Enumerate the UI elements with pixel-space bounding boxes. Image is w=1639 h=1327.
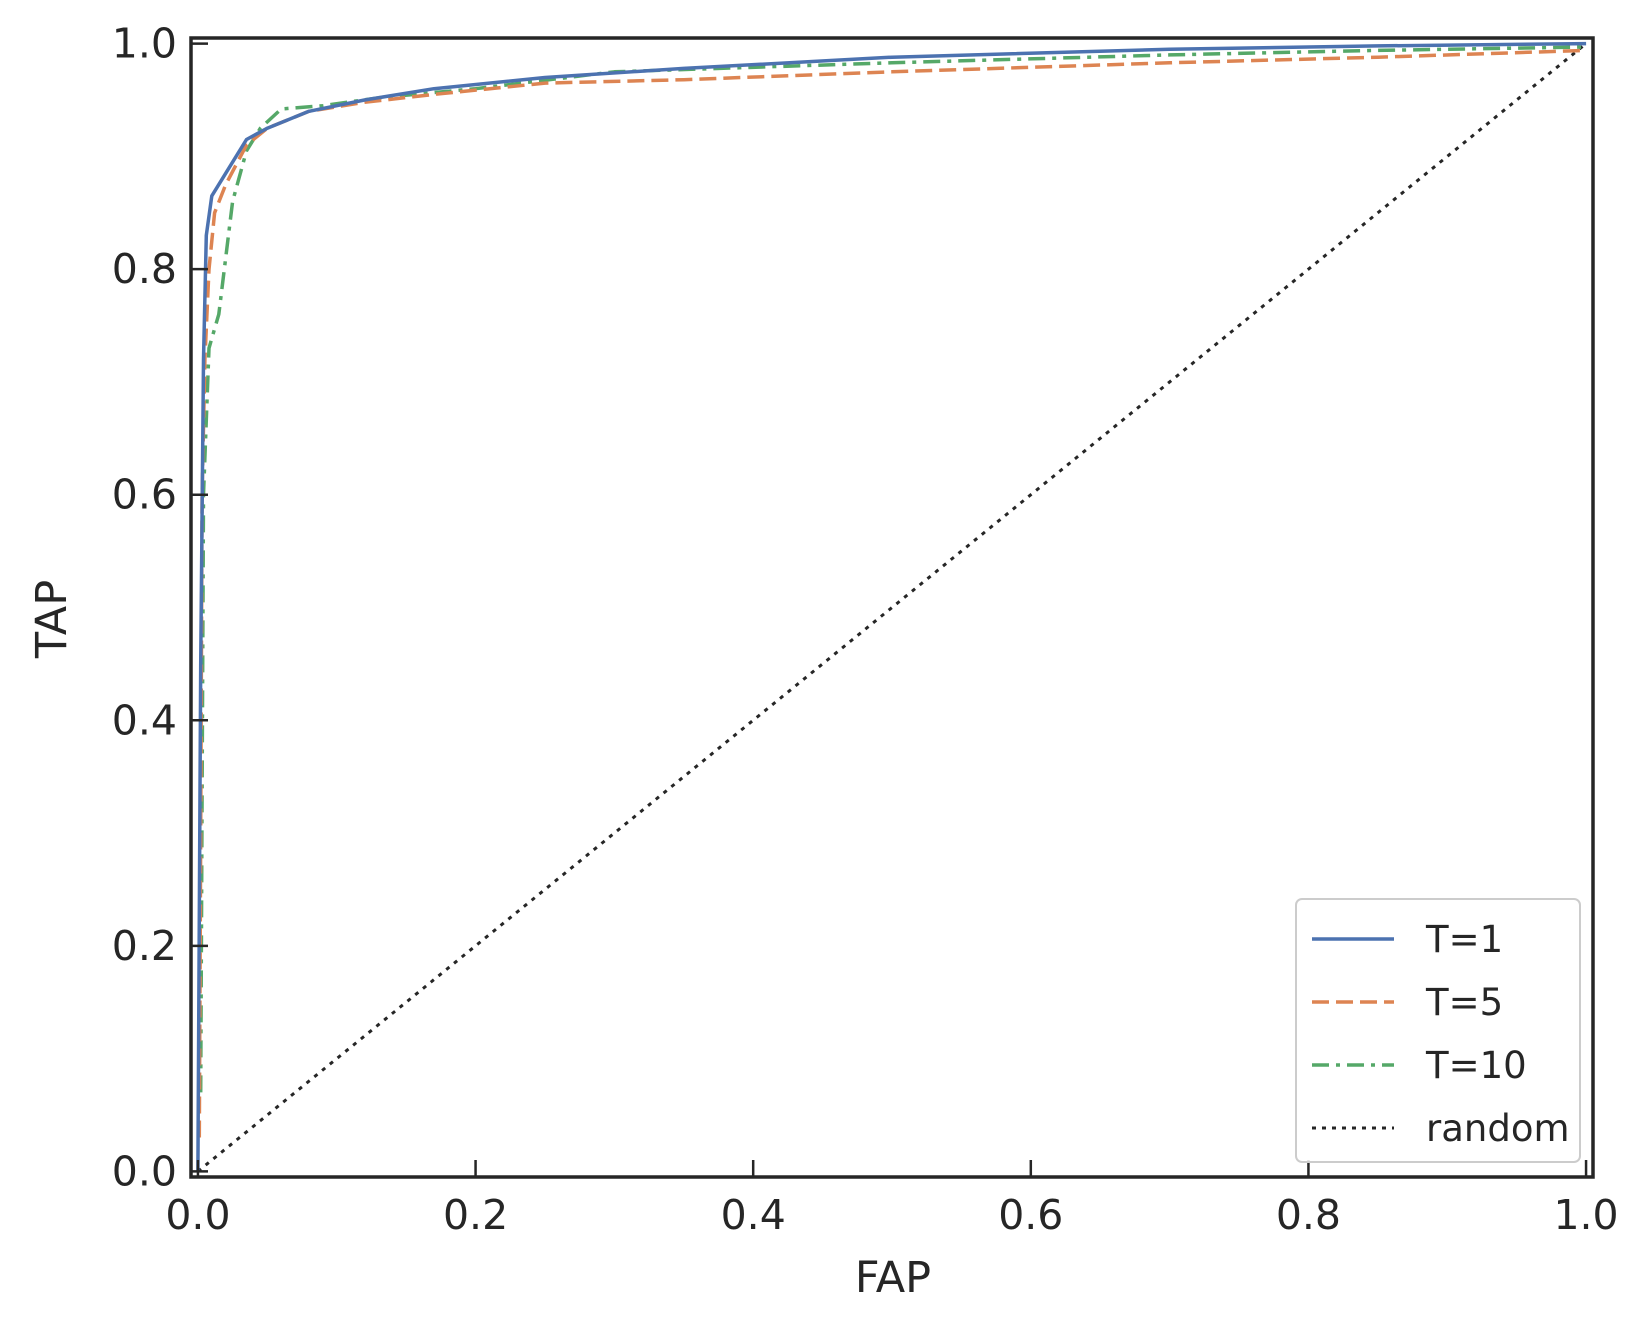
x-axis-ticks: 0.0 0.2 0.4 0.6 0.8 1.0 <box>165 1160 1619 1239</box>
x-tick-label: 0.6 <box>998 1191 1063 1239</box>
legend-label: T=1 <box>1425 918 1503 961</box>
y-tick-label: 0.2 <box>112 922 177 970</box>
series-line-t-1 <box>196 41 1587 1172</box>
y-tick-label: 1.0 <box>112 20 177 68</box>
y-axis-ticks: 0.0 0.2 0.4 0.6 0.8 1.0 <box>112 20 208 1195</box>
legend-label: T=10 <box>1425 1044 1527 1087</box>
x-tick-label: 0.2 <box>443 1191 508 1239</box>
x-tick-label: 0.4 <box>721 1191 786 1239</box>
y-tick-label: 0.4 <box>112 696 177 744</box>
x-tick-label: 1.0 <box>1553 1191 1618 1239</box>
legend: T=1 T=5 T=10 random <box>1295 898 1581 1163</box>
y-axis-label: TAP <box>27 580 77 659</box>
series-line-t-10 <box>198 45 1587 1093</box>
x-axis-label: FAP <box>855 1253 931 1303</box>
y-tick-label: 0.6 <box>112 471 177 519</box>
plot-lines <box>196 41 1588 1173</box>
x-tick-label: 0.8 <box>1276 1191 1341 1239</box>
y-tick-label: 0.8 <box>112 245 177 293</box>
legend-label: random <box>1426 1107 1570 1150</box>
y-tick-label: 0.0 <box>112 1147 177 1195</box>
axes-border <box>189 36 1595 1179</box>
axes-frame <box>189 36 1595 1179</box>
legend-label: T=5 <box>1425 981 1503 1024</box>
legend-box <box>1295 898 1581 1163</box>
x-tick-label: 0.0 <box>165 1191 230 1239</box>
series-line-random <box>196 42 1588 1173</box>
